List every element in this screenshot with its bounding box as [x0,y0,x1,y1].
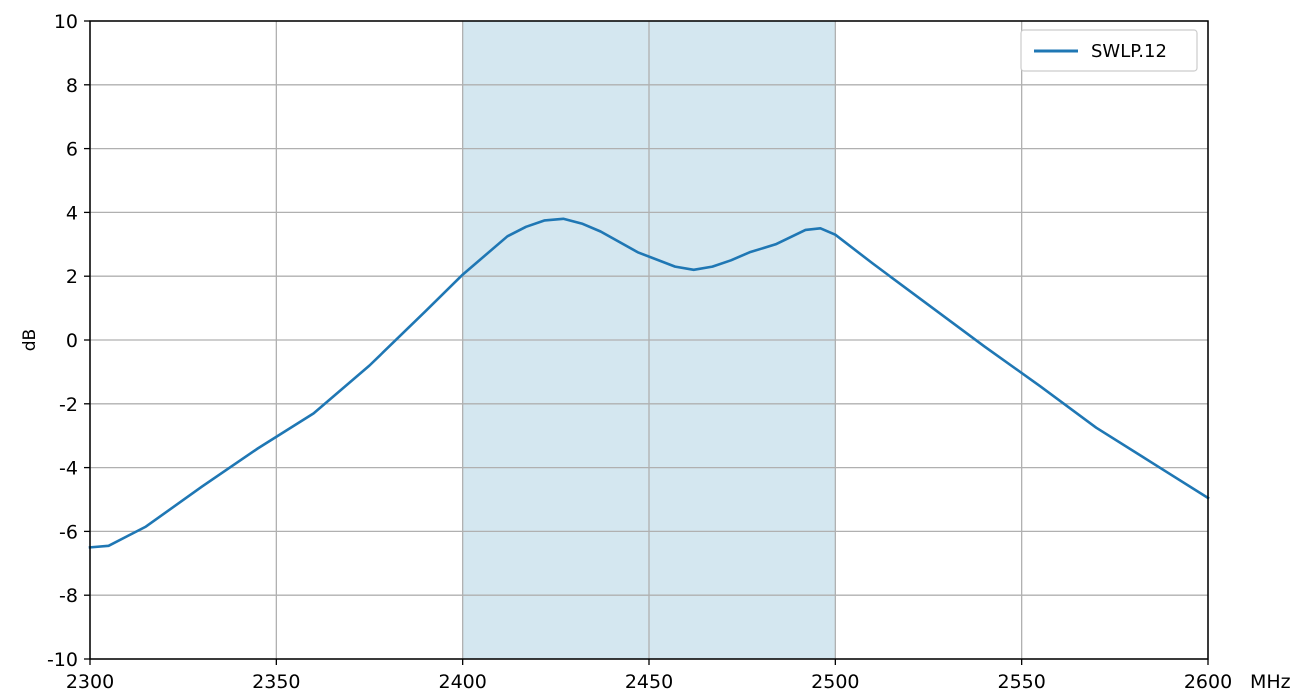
y-tick-label: 8 [66,75,78,97]
legend: SWLP.12 [1020,29,1198,72]
series-line [88,217,1210,549]
y-tick-label: -8 [59,585,78,607]
x-tick-label: 2550 [997,671,1045,693]
tick-layer: 2300 2350 2400 2450 2500 2550 2600 -10 -8 -6 -4 -2 0… [47,11,1232,693]
y-axis-label: dB [20,329,40,351]
y-tick-label: -4 [59,458,78,480]
x-tick-label: 2450 [625,671,673,693]
series-layer [88,217,1210,549]
y-tick-label: 6 [66,139,78,161]
legend-label: SWLP.12 [1091,41,1167,62]
y-tick-label: 4 [66,202,78,224]
x-tick-label: 2500 [811,671,859,693]
legend-box [1020,29,1198,72]
x-tick-label: 2350 [252,671,300,693]
y-tick-label: -6 [59,521,78,543]
x-axis-unit-label: MHz [1250,671,1291,693]
y-tick-label: 10 [54,11,78,33]
y-tick-label: 2 [66,266,78,288]
x-tick-label: 2300 [66,671,114,693]
y-tick-label: -2 [59,394,78,416]
x-tick-label: 2600 [1184,671,1232,693]
y-tick-label: 0 [66,330,78,352]
x-tick-label: 2400 [438,671,486,693]
y-tick-label: -10 [47,649,78,671]
